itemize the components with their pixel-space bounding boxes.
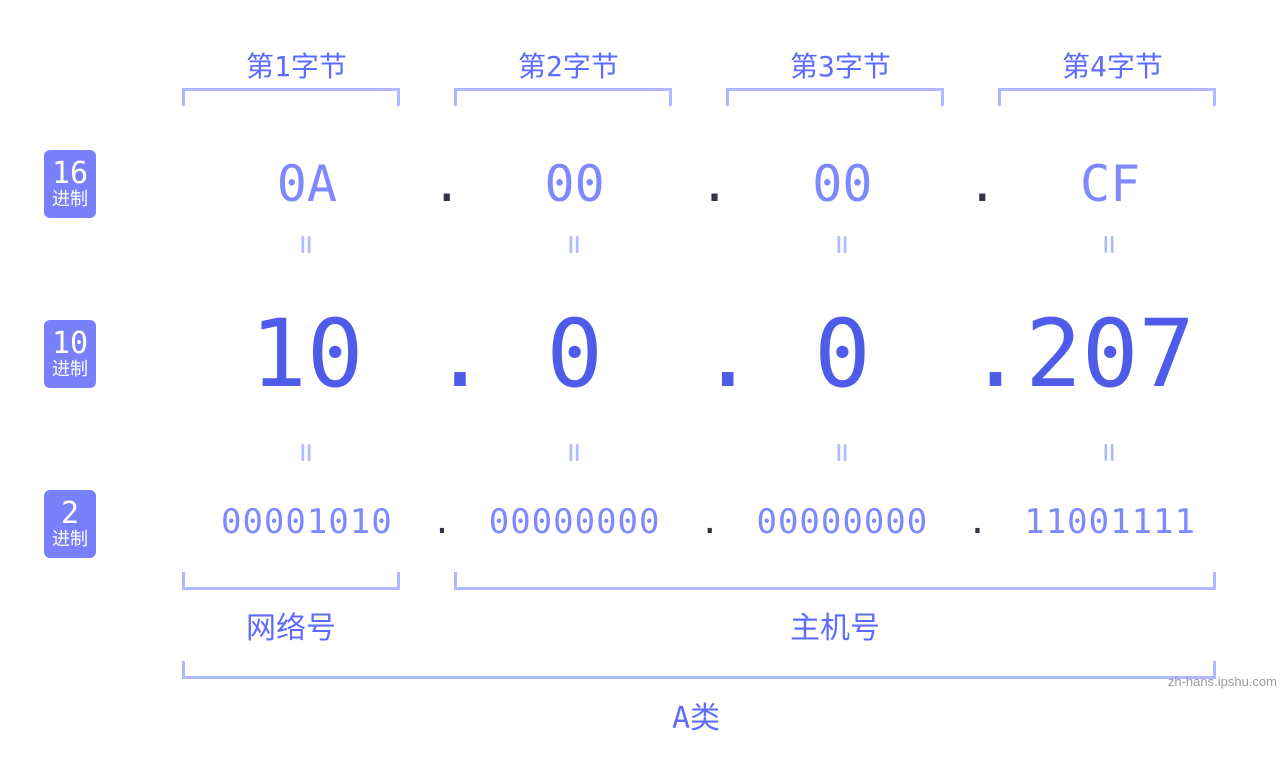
byte-bracket-2 bbox=[454, 88, 672, 106]
base-badge-16-num: 16 bbox=[52, 159, 88, 189]
base-badge-10-label: 进制 bbox=[52, 361, 88, 379]
network-bracket bbox=[182, 572, 400, 590]
equals-row-1: = = = = bbox=[182, 224, 1235, 262]
host-bracket bbox=[454, 572, 1216, 590]
bin-dot-3: . bbox=[967, 502, 985, 542]
byte-header-4: 第4字节 bbox=[1062, 45, 1163, 85]
dec-dot-1: . bbox=[432, 300, 450, 409]
base-badge-2-label: 进制 bbox=[52, 531, 88, 549]
watermark: zh-hans.ipshu.com bbox=[1168, 674, 1277, 689]
base-badge-10: 10 进制 bbox=[44, 320, 96, 388]
byte-header-2: 第2字节 bbox=[518, 45, 619, 85]
equals-row-2: = = = = bbox=[182, 432, 1235, 470]
bin-byte-2: 00000000 bbox=[450, 502, 700, 542]
class-bracket bbox=[182, 661, 1216, 679]
dec-dot-3: . bbox=[967, 300, 985, 409]
network-label: 网络号 bbox=[246, 603, 336, 647]
bin-byte-1: 00001010 bbox=[182, 502, 432, 542]
bin-dot-1: . bbox=[432, 502, 450, 542]
byte-bracket-4 bbox=[998, 88, 1216, 106]
byte-bracket-3 bbox=[726, 88, 944, 106]
base-badge-16: 16 进制 bbox=[44, 150, 96, 218]
host-label: 主机号 bbox=[790, 603, 880, 647]
byte-header-1: 第1字节 bbox=[246, 45, 347, 85]
byte-bracket-1 bbox=[182, 88, 400, 106]
class-label: A类 bbox=[672, 693, 720, 737]
base-badge-16-label: 进制 bbox=[52, 191, 88, 209]
base-badge-10-num: 10 bbox=[52, 329, 88, 359]
base-badge-2: 2 进制 bbox=[44, 490, 96, 558]
bin-row: 00001010 . 00000000 . 00000000 . 1100111… bbox=[182, 502, 1235, 542]
hex-dot-1: . bbox=[432, 155, 450, 213]
bin-byte-3: 00000000 bbox=[718, 502, 968, 542]
bin-dot-2: . bbox=[700, 502, 718, 542]
hex-dot-3: . bbox=[967, 155, 985, 213]
byte-header-3: 第3字节 bbox=[790, 45, 891, 85]
dec-dot-2: . bbox=[700, 300, 718, 409]
hex-row: 0A . 00 . 00 . CF bbox=[182, 155, 1235, 213]
dec-row: 10 . 0 . 0 . 207 bbox=[182, 300, 1235, 409]
bin-byte-4: 11001111 bbox=[985, 502, 1235, 542]
base-badge-2-num: 2 bbox=[61, 499, 79, 529]
hex-dot-2: . bbox=[700, 155, 718, 213]
